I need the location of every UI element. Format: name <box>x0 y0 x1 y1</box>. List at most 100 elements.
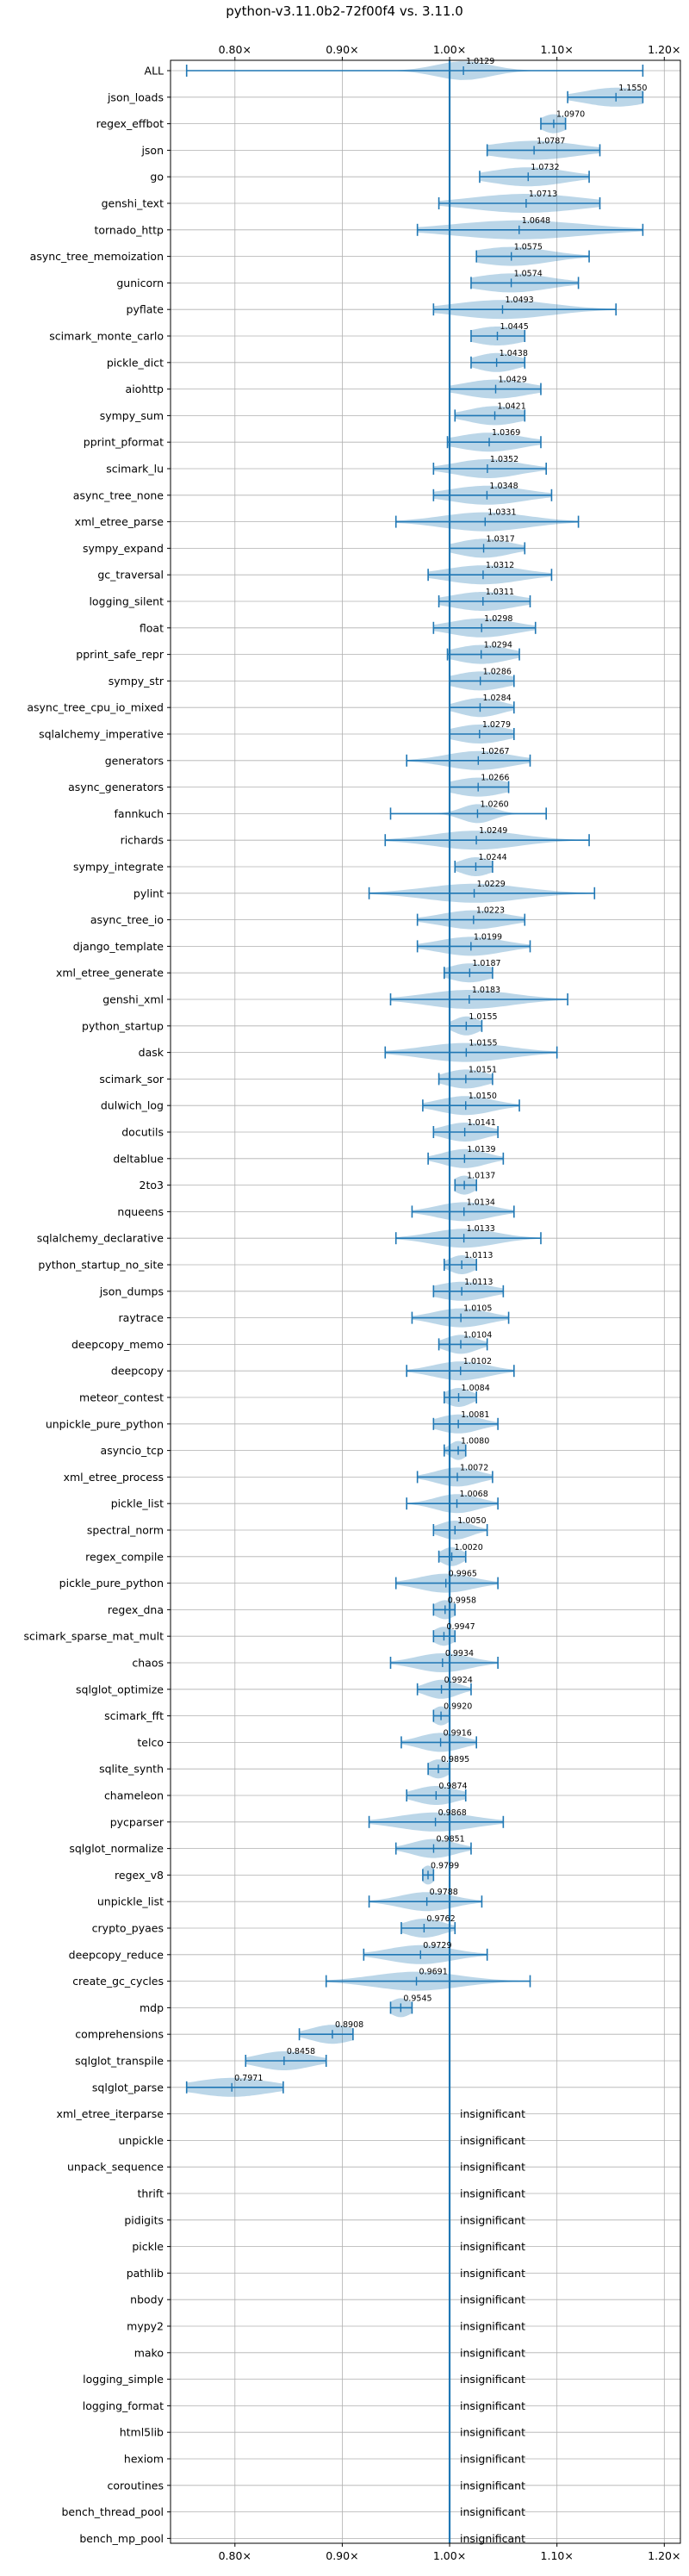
category-label: pprint_pformat <box>84 436 164 449</box>
category-label: crypto_pyaes <box>92 1922 164 1935</box>
category-label: sqlglot_transpile <box>75 2055 164 2068</box>
insignificant-label: insignificant <box>460 2373 525 2386</box>
value-label: 0.8458 <box>287 2047 315 2056</box>
category-label: hexiom <box>124 2453 164 2466</box>
category-label: sqlalchemy_declarative <box>37 1232 164 1245</box>
value-label: 0.9729 <box>423 1941 451 1951</box>
value-label: 0.9895 <box>441 1755 469 1764</box>
value-label: 1.0199 <box>474 932 502 942</box>
value-label: 1.0352 <box>490 455 518 464</box>
category-label: json_dumps <box>99 1285 164 1297</box>
value-label: 1.0648 <box>522 216 550 226</box>
category-label: genshi_text <box>102 197 164 210</box>
value-label: 0.9762 <box>426 1914 455 1924</box>
category-label: float <box>140 621 164 634</box>
category-label: regex_compile <box>85 1550 164 1563</box>
category-label: pathlib <box>127 2267 164 2280</box>
category-label: regex_effbot <box>96 117 164 130</box>
chart-title: python-v3.11.0b2-72f00f4 vs. 3.11.0 <box>226 3 463 19</box>
category-label: chaos <box>132 1657 164 1670</box>
value-label: 1.0284 <box>482 694 511 703</box>
value-label: 1.0312 <box>486 561 514 570</box>
category-label: thrift <box>137 2187 164 2200</box>
category-label: sympy_str <box>109 675 164 688</box>
category-label: nqueens <box>117 1205 164 1218</box>
category-label: async_tree_io <box>90 913 164 926</box>
value-label: 1.0429 <box>499 376 527 385</box>
category-label: telco <box>137 1736 164 1749</box>
category-label: python_startup_no_site <box>38 1259 164 1272</box>
insignificant-label: insignificant <box>460 2505 525 2518</box>
category-label: sqlglot_normalize <box>69 1842 164 1855</box>
x-axis-ticks: 0.80× 0.80× 0.90× 0.90× 1.00× 1.00× 1.10× 1.10×… <box>219 43 681 2562</box>
value-label: 1.0331 <box>487 508 516 518</box>
category-label: pidigits <box>124 2213 164 2226</box>
category-label: python_startup <box>82 1019 164 1032</box>
value-label: 1.0129 <box>466 57 494 66</box>
value-label: 1.0102 <box>463 1357 492 1366</box>
category-label: pprint_safe_repr <box>76 648 164 661</box>
value-label: 1.0438 <box>500 349 528 358</box>
category-label: sqlite_synth <box>99 1763 164 1776</box>
category-label: deepcopy_reduce <box>69 1948 164 1961</box>
value-label: 1.0155 <box>469 1039 497 1048</box>
category-label: generators <box>105 754 164 767</box>
x-tick-label-bottom: 1.00× <box>433 2549 466 2562</box>
insignificant-label: insignificant <box>460 2426 525 2439</box>
category-label: genshi_xml <box>102 993 164 1006</box>
value-label: 1.0150 <box>469 1092 497 1101</box>
value-label: 0.9874 <box>438 1782 467 1791</box>
insignificant-label: insignificant <box>460 2479 525 2492</box>
value-label: 0.7971 <box>234 2074 263 2083</box>
category-label: aiohttp <box>126 383 164 395</box>
category-label: logging_silent <box>89 595 164 608</box>
category-label: deepcopy <box>111 1365 164 1378</box>
value-label: 1.0294 <box>484 641 512 650</box>
grid <box>171 60 680 2543</box>
value-label: 1.0286 <box>483 667 512 676</box>
insignificant-label: insignificant <box>460 2293 525 2306</box>
value-label: 1.0421 <box>498 401 526 411</box>
value-label: 1.0080 <box>461 1437 489 1447</box>
insignificant-label: insignificant <box>460 2453 525 2466</box>
category-label: spectral_norm <box>87 1524 164 1537</box>
value-label: 0.9691 <box>419 1968 448 1977</box>
category-label: create_gc_cycles <box>72 1975 164 1988</box>
category-label: docutils <box>121 1126 164 1139</box>
x-tick-label-top: 1.00× <box>433 43 466 56</box>
category-label: scimark_sor <box>99 1073 164 1086</box>
category-label: coroutines <box>108 2479 164 2492</box>
value-label: 1.0068 <box>460 1490 488 1499</box>
value-label: 0.9868 <box>438 1808 467 1818</box>
value-label: 1.1550 <box>618 84 647 93</box>
category-label: async_generators <box>68 781 164 793</box>
value-label: 1.0317 <box>487 534 515 544</box>
value-label: 1.0493 <box>505 296 533 305</box>
x-tick-label-top: 0.90× <box>326 43 358 56</box>
value-label: 1.0249 <box>479 826 507 836</box>
value-label: 0.9851 <box>436 1835 464 1845</box>
value-label: 1.0445 <box>500 322 529 332</box>
value-label: 1.0970 <box>556 110 585 120</box>
category-label: unpack_sequence <box>67 2161 164 2174</box>
value-label: 1.0151 <box>469 1065 497 1074</box>
value-label: 1.0072 <box>460 1463 488 1472</box>
category-label: sympy_sum <box>100 409 164 422</box>
category-label: xml_etree_parse <box>75 515 164 528</box>
category-label: tornado_http <box>94 223 164 236</box>
value-label: 1.0713 <box>529 190 557 199</box>
category-label: sympy_integrate <box>73 861 164 874</box>
value-label: 1.0020 <box>455 1543 483 1552</box>
value-label: 1.0260 <box>480 800 508 809</box>
category-label: pylint <box>133 887 164 899</box>
value-label: 1.0113 <box>464 1278 493 1287</box>
category-label: pyflate <box>127 303 164 316</box>
value-label: 0.9934 <box>445 1649 474 1658</box>
value-label: 1.0113 <box>464 1251 493 1260</box>
value-label: 0.9965 <box>449 1570 477 1579</box>
value-label: 0.9916 <box>444 1728 472 1738</box>
category-label: async_tree_none <box>73 488 164 501</box>
category-label: regex_dna <box>108 1603 164 1616</box>
value-label: 1.0229 <box>477 880 506 889</box>
